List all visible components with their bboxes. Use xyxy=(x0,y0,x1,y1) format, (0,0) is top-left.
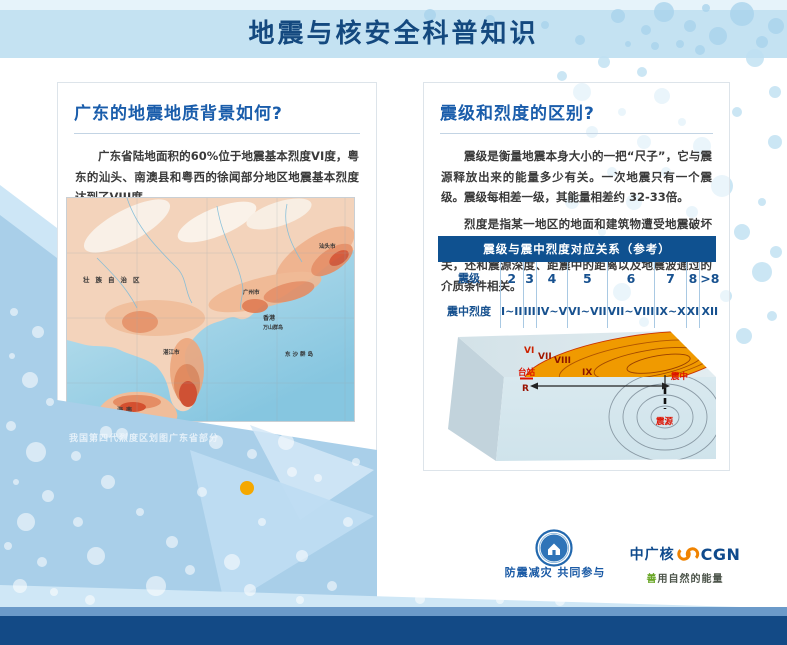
station-mark xyxy=(520,377,533,380)
intensity-cell: XI xyxy=(685,295,699,328)
map-label-shantou: 汕头市 xyxy=(319,242,336,250)
map-label-zhanjiang: 湛江市 xyxy=(163,348,180,356)
badge-caption: 防震减灾 共同参与 xyxy=(504,566,606,579)
zone-vi-label: VI xyxy=(524,346,534,356)
cgn-logo: 中广核 CGN xyxy=(620,544,750,564)
map-label-guangzhou: 广州市 xyxy=(243,288,260,296)
map-label-hongkong: 香港 xyxy=(262,314,276,322)
cgn-prefix: 中广核 xyxy=(629,547,675,563)
footer-band-mid xyxy=(0,607,787,616)
distance-label: R xyxy=(522,384,529,394)
magnitude-cell: 7 xyxy=(654,262,685,295)
top-strip xyxy=(0,0,787,10)
table-title: 震级与震中烈度对应关系（参考） xyxy=(438,236,716,262)
map-caption: 我国第四代烈度区划图广东省部分 xyxy=(69,434,220,444)
right-panel-para1: 震级是衡量地震本身大小的一把“尺子”，它与震源释放出来的能量多少有关。一次地震只… xyxy=(441,149,712,205)
zone-ix-label: IX xyxy=(582,368,592,378)
magnitude-cell: >8 xyxy=(699,262,719,295)
intensity-cell: VII~VIII xyxy=(606,295,654,328)
magnitude-cell: 8 xyxy=(685,262,700,295)
magnitude-cell: 4 xyxy=(535,262,567,295)
earthquake-agency-badge-icon xyxy=(535,529,573,567)
station-label: 台站 xyxy=(518,367,536,378)
cgn-slogan: 善用自然的能量 xyxy=(646,574,724,585)
map-illustration: 壮族自治区 汕头市 广州市 香港 万山群岛 东沙群岛 湛江市 海南 xyxy=(67,197,355,421)
title-underline xyxy=(440,133,713,134)
zone-viii-label: VIII xyxy=(554,356,571,366)
zone-vii-label: VII xyxy=(538,352,552,362)
row-label-intensity: 震中烈度 xyxy=(447,305,491,318)
title-underline xyxy=(74,133,360,134)
intensity-cell: VI~VII xyxy=(567,295,607,328)
magnitude-intensity-table: 震级与震中烈度对应关系（参考） 震级 2 3 4 5 6 7 8 >8 震中烈度… xyxy=(438,236,719,328)
intensity-cell: I~II xyxy=(500,295,523,328)
arrowhead-left xyxy=(530,382,538,390)
panel-guangdong-background: 广东的地震地质背景如何? 广东省陆地面积的60%位于地震基本烈度VI度，粤东的汕… xyxy=(57,82,377,467)
map-label-dongsha: 东沙群岛 xyxy=(285,350,315,358)
magnitude-cell: 5 xyxy=(567,262,607,295)
seismic-intensity-map: 壮族自治区 汕头市 广州市 香港 万山群岛 东沙群岛 湛江市 海南 xyxy=(66,197,355,422)
intensity-cell: XII xyxy=(699,295,719,328)
footer-band-navy xyxy=(0,616,787,645)
left-panel-title: 广东的地震地质背景如何? xyxy=(74,104,283,124)
epicenter-label: 震中 xyxy=(670,371,688,382)
cgn-acronym: CGN xyxy=(700,544,741,564)
map-label-hainan: 海南 xyxy=(117,406,135,414)
block-left-face xyxy=(448,337,504,461)
right-panel-title: 震级和烈度的区别? xyxy=(440,104,595,124)
panel-magnitude-vs-intensity: 震级和烈度的区别? 震级是衡量地震本身大小的一把“尺子”，它与震源释放出来的能量… xyxy=(423,82,730,471)
magnitude-cell: 2 xyxy=(500,262,523,295)
magnitude-cell: 6 xyxy=(606,262,655,295)
intensity-cell: IV~V xyxy=(535,295,567,328)
table-grid: 震级 2 3 4 5 6 7 8 >8 震中烈度 I~II III IV~V V… xyxy=(438,262,719,328)
block-front-face xyxy=(496,377,716,461)
cgn-swirl-icon xyxy=(676,547,699,561)
row-label-magnitude: 震级 xyxy=(458,272,480,285)
map-label-wanshan: 万山群岛 xyxy=(262,324,283,331)
orange-accent-dot xyxy=(240,481,254,495)
page-title: 地震与核安全科普知识 xyxy=(248,19,539,49)
magnitude-cell: 3 xyxy=(522,262,536,295)
map-label-region: 壮族自治区 xyxy=(83,275,146,284)
intensity-cell: IX~X xyxy=(654,295,686,328)
intensity-cell: III xyxy=(522,295,536,328)
epicenter-diagram: VI VII VIII IX 台站 R 震中 震源 xyxy=(438,329,718,471)
hypocenter-label: 震源 xyxy=(655,416,674,427)
